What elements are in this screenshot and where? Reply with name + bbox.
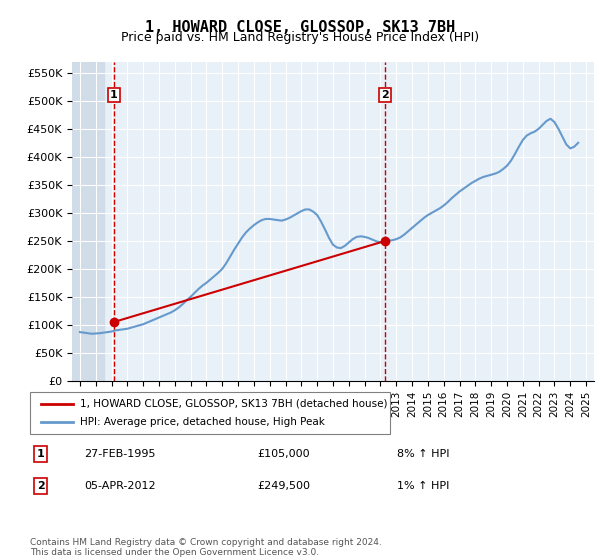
Text: 8% ↑ HPI: 8% ↑ HPI [397,449,450,459]
Text: HPI: Average price, detached house, High Peak: HPI: Average price, detached house, High… [80,417,325,427]
Text: 1: 1 [37,449,44,459]
Text: 1, HOWARD CLOSE, GLOSSOP, SK13 7BH (detached house): 1, HOWARD CLOSE, GLOSSOP, SK13 7BH (deta… [80,399,388,409]
Text: 2: 2 [37,481,44,491]
Text: Contains HM Land Registry data © Crown copyright and database right 2024.
This d: Contains HM Land Registry data © Crown c… [30,538,382,557]
Text: Price paid vs. HM Land Registry's House Price Index (HPI): Price paid vs. HM Land Registry's House … [121,31,479,44]
Text: £249,500: £249,500 [257,481,310,491]
Text: 1: 1 [110,90,118,100]
Text: 1, HOWARD CLOSE, GLOSSOP, SK13 7BH: 1, HOWARD CLOSE, GLOSSOP, SK13 7BH [145,20,455,35]
FancyBboxPatch shape [30,392,390,434]
Text: 05-APR-2012: 05-APR-2012 [84,481,155,491]
Text: £105,000: £105,000 [257,449,310,459]
Text: 27-FEB-1995: 27-FEB-1995 [84,449,155,459]
Text: 1% ↑ HPI: 1% ↑ HPI [397,481,449,491]
Text: 2: 2 [381,90,389,100]
